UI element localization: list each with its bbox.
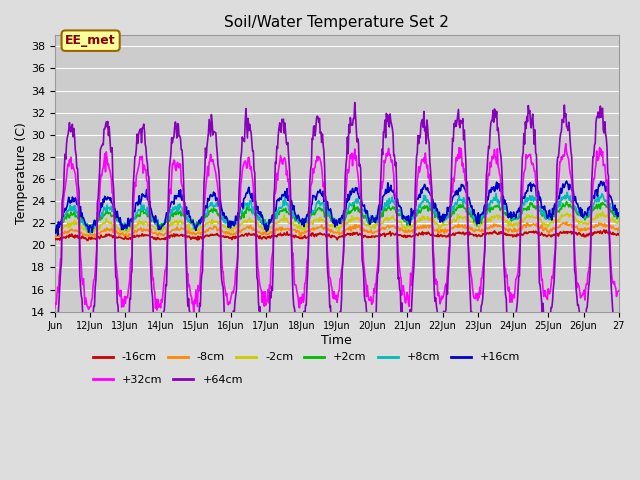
- -2cm: [51, 230, 59, 236]
- -2cm: [599, 209, 607, 215]
- Line: +8cm: +8cm: [55, 192, 619, 233]
- +64cm: [270, 194, 278, 200]
- -8cm: [118, 231, 125, 237]
- +2cm: [118, 224, 125, 229]
- -8cm: [271, 231, 278, 237]
- -16cm: [84, 238, 92, 243]
- +32cm: [271, 192, 278, 197]
- -16cm: [250, 232, 257, 238]
- -16cm: [600, 227, 608, 233]
- Line: -8cm: -8cm: [55, 222, 619, 237]
- +16cm: [51, 228, 59, 233]
- +2cm: [428, 205, 435, 211]
- +8cm: [615, 212, 623, 218]
- -8cm: [52, 234, 60, 240]
- +2cm: [396, 211, 403, 217]
- -8cm: [615, 225, 623, 231]
- +64cm: [221, 326, 228, 332]
- +32cm: [250, 184, 257, 190]
- +8cm: [428, 204, 435, 209]
- -16cm: [615, 232, 623, 238]
- +32cm: [221, 288, 229, 294]
- +32cm: [562, 141, 570, 147]
- +16cm: [396, 203, 403, 209]
- +8cm: [250, 206, 257, 212]
- +16cm: [250, 190, 257, 196]
- +64cm: [403, 347, 411, 352]
- +16cm: [615, 210, 623, 216]
- +2cm: [51, 226, 59, 232]
- +16cm: [118, 227, 125, 232]
- +64cm: [51, 334, 59, 340]
- -2cm: [396, 218, 403, 224]
- +16cm: [563, 178, 570, 184]
- -2cm: [271, 219, 278, 225]
- -8cm: [428, 223, 435, 229]
- +16cm: [221, 216, 229, 221]
- Line: -16cm: -16cm: [55, 230, 619, 240]
- +64cm: [615, 322, 623, 327]
- +32cm: [428, 194, 435, 200]
- -8cm: [396, 228, 403, 234]
- +2cm: [250, 209, 257, 215]
- -8cm: [221, 228, 229, 234]
- +64cm: [351, 100, 358, 106]
- -16cm: [51, 235, 59, 240]
- -2cm: [428, 216, 435, 222]
- +32cm: [51, 305, 59, 311]
- +32cm: [396, 266, 403, 272]
- +32cm: [615, 288, 623, 294]
- Line: +64cm: +64cm: [55, 103, 619, 349]
- -16cm: [428, 232, 435, 238]
- -2cm: [53, 230, 61, 236]
- +16cm: [271, 207, 278, 213]
- -2cm: [250, 218, 257, 224]
- Text: EE_met: EE_met: [65, 34, 116, 47]
- Line: +32cm: +32cm: [55, 144, 619, 314]
- -8cm: [250, 225, 257, 231]
- Line: +16cm: +16cm: [55, 181, 619, 235]
- -2cm: [615, 218, 623, 224]
- Line: +2cm: +2cm: [55, 202, 619, 230]
- +8cm: [271, 211, 278, 217]
- -16cm: [396, 232, 403, 238]
- -8cm: [51, 234, 59, 240]
- Legend: +32cm, +64cm: +32cm, +64cm: [88, 370, 247, 389]
- Title: Soil/Water Temperature Set 2: Soil/Water Temperature Set 2: [224, 15, 449, 30]
- -16cm: [221, 233, 229, 239]
- +2cm: [86, 228, 93, 233]
- +2cm: [563, 199, 570, 204]
- +2cm: [271, 214, 278, 220]
- +8cm: [118, 221, 125, 227]
- -2cm: [221, 225, 229, 230]
- +64cm: [117, 330, 125, 336]
- +8cm: [51, 227, 59, 233]
- Y-axis label: Temperature (C): Temperature (C): [15, 122, 28, 225]
- +8cm: [86, 230, 94, 236]
- -16cm: [271, 234, 278, 240]
- +64cm: [249, 148, 257, 154]
- +32cm: [190, 311, 198, 317]
- X-axis label: Time: Time: [321, 334, 352, 347]
- Line: -2cm: -2cm: [55, 212, 619, 233]
- +16cm: [54, 232, 61, 238]
- +8cm: [396, 207, 403, 213]
- +2cm: [615, 214, 623, 219]
- +32cm: [117, 288, 125, 293]
- -2cm: [118, 227, 125, 233]
- +2cm: [221, 217, 229, 223]
- -8cm: [563, 219, 570, 225]
- +64cm: [396, 286, 403, 292]
- +8cm: [563, 190, 571, 195]
- +16cm: [428, 192, 435, 197]
- -16cm: [118, 235, 125, 240]
- +64cm: [428, 189, 436, 194]
- +8cm: [221, 220, 229, 226]
